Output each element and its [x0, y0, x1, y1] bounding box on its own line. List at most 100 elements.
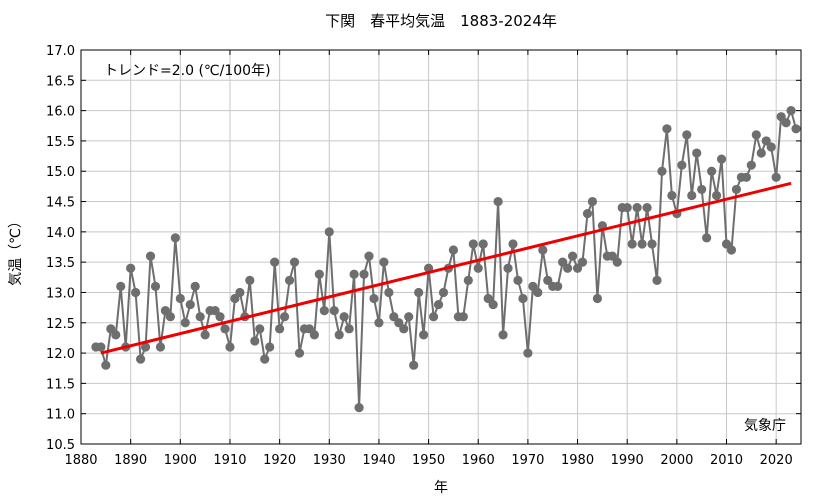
- data-point: [697, 184, 707, 195]
- x-tick-label: 1980: [561, 453, 594, 468]
- data-point: [384, 287, 394, 298]
- data-point: [458, 312, 468, 322]
- data-point: [354, 403, 364, 413]
- credit-label: 気象庁: [744, 418, 786, 434]
- data-point: [250, 336, 260, 346]
- trend-line: [100, 181, 792, 355]
- data-point: [145, 251, 156, 261]
- data-point: [394, 318, 404, 328]
- data-point: [260, 354, 270, 364]
- data-point: [126, 263, 136, 273]
- data-point: [483, 293, 493, 304]
- y-tick-label: 13.0: [46, 286, 75, 301]
- data-point: [577, 257, 588, 267]
- data-point: [220, 324, 230, 334]
- data-point: [140, 342, 151, 352]
- data-point: [419, 330, 429, 340]
- data-point: [751, 130, 761, 140]
- data-point: [284, 275, 295, 285]
- data-point: [791, 124, 801, 134]
- data-point: [304, 324, 315, 334]
- data-point: [265, 342, 275, 352]
- data-point: [563, 263, 573, 273]
- x-tick-label: 1910: [213, 453, 246, 468]
- data-point: [369, 293, 379, 304]
- y-tick-label: 11.5: [46, 377, 75, 392]
- data-point: [627, 239, 637, 249]
- data-point: [289, 257, 300, 267]
- data-point: [96, 342, 106, 352]
- data-point: [314, 269, 324, 279]
- data-point: [582, 209, 593, 219]
- data-point: [374, 318, 384, 328]
- data-point: [637, 239, 647, 249]
- data-point: [309, 330, 319, 340]
- data-point: [771, 172, 781, 182]
- data-point: [513, 275, 523, 285]
- data-point: [761, 136, 771, 146]
- data-point: [165, 312, 175, 322]
- y-tick-label: 14.0: [46, 226, 75, 241]
- data-point: [329, 306, 339, 316]
- series-line-path: [95, 109, 797, 409]
- y-tick-label: 15.0: [46, 165, 75, 180]
- data-point: [135, 354, 146, 364]
- data-point: [682, 130, 692, 140]
- y-axis-label: 気温（℃）: [8, 214, 24, 286]
- chart-title: 下関 春平均気温 1883-2024年: [325, 12, 557, 30]
- data-point: [498, 330, 508, 340]
- data-point: [781, 118, 791, 128]
- x-tick-label: 2010: [710, 453, 743, 468]
- series-points: [91, 106, 801, 413]
- x-tick-label: 1880: [64, 453, 97, 468]
- data-point: [116, 281, 126, 291]
- data-point: [493, 196, 503, 207]
- data-point: [786, 106, 796, 116]
- data-point: [518, 293, 528, 304]
- data-point: [379, 257, 389, 267]
- data-point: [175, 293, 185, 304]
- data-point: [766, 142, 776, 152]
- x-tick-label: 1940: [362, 453, 395, 468]
- data-point: [632, 203, 642, 213]
- data-point: [279, 312, 290, 322]
- data-point: [215, 312, 225, 322]
- data-point: [468, 239, 478, 249]
- data-point: [185, 299, 195, 310]
- y-tick-label: 10.5: [46, 438, 75, 453]
- data-point: [448, 245, 459, 255]
- data-point: [612, 257, 622, 267]
- data-point: [543, 275, 553, 285]
- series-line: [95, 109, 797, 409]
- x-tick-label: 1960: [462, 453, 495, 468]
- data-point: [647, 239, 657, 249]
- data-point: [131, 287, 141, 298]
- data-point: [702, 233, 712, 243]
- data-point: [508, 239, 518, 249]
- data-point: [503, 263, 513, 273]
- data-point: [190, 281, 200, 291]
- x-axis-label: 年: [434, 480, 448, 496]
- x-axis: 1880 1890 1900 1910 1920 1930 1940 1950 1960 1970…: [64, 50, 793, 468]
- y-tick-label: 11.0: [46, 408, 75, 423]
- data-point: [438, 287, 449, 298]
- x-tick-label: 1900: [164, 453, 197, 468]
- data-point: [245, 275, 255, 285]
- trend-annotation: トレンド=2.0 (℃/100年): [104, 63, 271, 79]
- data-point: [776, 112, 786, 122]
- data-point: [731, 184, 742, 195]
- data-point: [567, 251, 578, 261]
- data-point: [319, 306, 329, 316]
- x-tick-label: 2000: [660, 453, 693, 468]
- trend-line-group: [100, 181, 792, 355]
- data-point: [677, 160, 687, 170]
- y-tick-label: 12.0: [46, 347, 75, 362]
- x-tick-label: 1970: [511, 453, 544, 468]
- data-point: [553, 281, 563, 291]
- data-point: [687, 190, 697, 201]
- data-point: [389, 312, 399, 322]
- data-point: [344, 324, 354, 334]
- data-point: [622, 203, 632, 213]
- data-point: [667, 190, 677, 201]
